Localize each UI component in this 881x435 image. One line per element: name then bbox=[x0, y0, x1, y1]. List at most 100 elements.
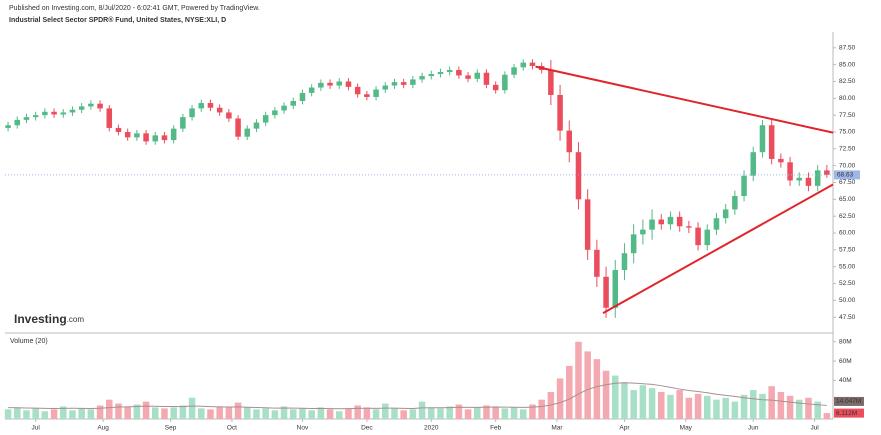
volume-bar bbox=[510, 407, 518, 419]
candle-body bbox=[456, 70, 462, 76]
volume-bar bbox=[225, 407, 233, 419]
candle-body bbox=[336, 81, 343, 86]
candle-body bbox=[787, 162, 793, 181]
volume-bar bbox=[501, 408, 509, 419]
volume-bar bbox=[474, 407, 481, 419]
volume-ma-box bbox=[834, 396, 864, 406]
candle-body bbox=[566, 130, 573, 153]
volume-bar bbox=[768, 386, 775, 419]
y-tick-label: 80.00 bbox=[839, 95, 856, 102]
candle-body bbox=[88, 103, 94, 107]
last-volume-label: 6.112M bbox=[836, 410, 857, 417]
volume-bar bbox=[115, 403, 122, 419]
volume-bar bbox=[492, 406, 499, 419]
volume-bar bbox=[354, 405, 361, 419]
candle-body bbox=[180, 117, 186, 129]
volume-bar bbox=[179, 405, 187, 419]
candle-body bbox=[272, 110, 278, 116]
volume-bar bbox=[409, 409, 417, 419]
volume-bar bbox=[740, 394, 748, 419]
volume-bar bbox=[685, 397, 693, 419]
candle-body bbox=[23, 117, 30, 120]
candle-body bbox=[695, 227, 701, 246]
candle-body bbox=[805, 177, 812, 186]
volume-bar bbox=[704, 395, 711, 419]
volume-bar bbox=[32, 408, 39, 419]
volume-bar bbox=[50, 409, 58, 419]
candle-body bbox=[115, 127, 122, 132]
x-tick-label: Oct bbox=[227, 425, 237, 432]
candle-body bbox=[143, 133, 149, 142]
volume-bar bbox=[142, 401, 150, 419]
volume-bar bbox=[4, 409, 12, 419]
candle-body bbox=[750, 152, 757, 176]
candle-body bbox=[318, 82, 324, 88]
volume-bar bbox=[483, 405, 490, 419]
volume-bar bbox=[621, 382, 628, 419]
volume-bar bbox=[796, 399, 803, 419]
candle-body bbox=[796, 177, 803, 181]
volume-bar bbox=[428, 407, 435, 419]
candle-body bbox=[32, 115, 39, 118]
volume-bar bbox=[133, 404, 141, 419]
volume-bar bbox=[777, 391, 785, 419]
x-tick-label: May bbox=[680, 425, 693, 432]
trendline bbox=[602, 183, 834, 315]
volume-bar bbox=[271, 410, 279, 419]
volume-bar bbox=[161, 408, 168, 419]
volume-bar bbox=[722, 397, 729, 419]
candle-body bbox=[364, 94, 370, 97]
candle-body bbox=[299, 92, 306, 102]
volume-bar bbox=[69, 410, 76, 419]
volume-bar bbox=[244, 407, 251, 419]
x-tick-label: Sep bbox=[165, 425, 177, 432]
candle-body bbox=[207, 103, 214, 108]
y-tick-label: 47.50 bbox=[839, 314, 856, 321]
volume-bar bbox=[207, 409, 214, 419]
candle-body bbox=[410, 79, 416, 85]
candle-body bbox=[630, 234, 637, 254]
volume-bar bbox=[106, 399, 113, 419]
volume-bar bbox=[529, 404, 536, 419]
volume-bar bbox=[188, 397, 196, 419]
candle-body bbox=[244, 128, 251, 137]
volume-bar bbox=[823, 413, 831, 419]
volume-bar bbox=[124, 406, 131, 419]
candle-body bbox=[124, 131, 131, 138]
source-note: Published on Investing.com, 8/Jul/2020 -… bbox=[9, 5, 260, 12]
candle-body bbox=[419, 76, 425, 80]
volume-bar bbox=[805, 397, 812, 419]
candle-body bbox=[391, 82, 398, 86]
candle-body bbox=[511, 67, 517, 75]
candle-body bbox=[557, 94, 563, 131]
candle-body bbox=[502, 74, 508, 91]
x-tick-label: Dec bbox=[361, 425, 373, 432]
candle-body bbox=[741, 175, 747, 196]
candle-body bbox=[373, 89, 379, 97]
volume-label: Volume (20) bbox=[10, 338, 48, 345]
volume-bar bbox=[464, 409, 472, 419]
volume-bar bbox=[566, 365, 573, 419]
candle-body bbox=[198, 103, 205, 109]
y-tick-label: 62.50 bbox=[839, 213, 856, 220]
candle-body bbox=[704, 229, 711, 246]
candle-body bbox=[161, 135, 168, 141]
volume-bar bbox=[234, 402, 242, 419]
candle-body bbox=[281, 105, 287, 111]
candle-body bbox=[226, 112, 232, 119]
volume-bar bbox=[667, 394, 674, 419]
candle-body bbox=[189, 108, 195, 118]
candle-body bbox=[667, 216, 674, 225]
volume-bar bbox=[326, 409, 334, 419]
candle-body bbox=[400, 82, 407, 85]
volume-bar bbox=[345, 408, 352, 419]
y-tick-label: 75.00 bbox=[839, 129, 856, 136]
x-tick-label: Jul bbox=[810, 425, 819, 432]
volume-bar bbox=[299, 408, 306, 419]
candle-body bbox=[713, 218, 720, 230]
volume-ma-line bbox=[8, 382, 827, 410]
volume-bar bbox=[446, 406, 453, 419]
candle-body bbox=[51, 111, 57, 115]
candle-body bbox=[778, 158, 784, 163]
volume-tick-label: 40M bbox=[839, 377, 852, 384]
